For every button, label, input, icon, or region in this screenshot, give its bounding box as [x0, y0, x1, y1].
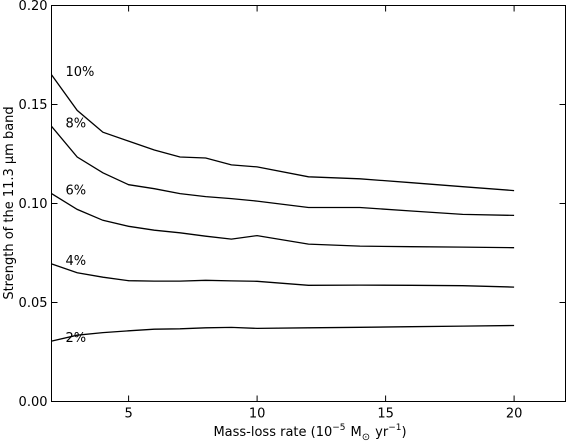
plot-background — [51, 5, 566, 402]
y-tick-label: 0.00 — [19, 395, 48, 410]
series-line-2pct — [51, 324, 515, 342]
series-lines — [50, 74, 515, 342]
y-tick-label: 0.20 — [19, 0, 48, 14]
x-tick-label: 15 — [377, 407, 394, 422]
y-tick-label: 0.10 — [19, 197, 48, 212]
y-tick-label: 0.15 — [19, 98, 48, 113]
x-tick-label: 20 — [506, 407, 523, 422]
series-line-10pct — [50, 74, 515, 192]
y-tick-label: 0.05 — [19, 296, 48, 311]
x-axis-ticks: 5 10 15 20 — [124, 5, 523, 422]
series-label: 6% — [66, 184, 87, 199]
x-tick-label: 5 — [124, 407, 132, 422]
series-label: 8% — [66, 116, 87, 131]
series-label: 2% — [66, 331, 87, 346]
x-axis-label: Mass-loss rate (10−5 M⊙ yr−1) — [213, 423, 406, 441]
series-line-6pct — [51, 193, 515, 249]
y-axis-ticks: 0.00 0.05 0.10 0.15 0.20 — [19, 0, 566, 410]
y-axis-label: Strength of the 11.3 μm band — [2, 106, 17, 299]
series-line-4pct — [51, 263, 515, 288]
series-label: 4% — [66, 254, 87, 269]
series-label: 10% — [66, 65, 95, 80]
series-labels: 10% 8% 6% 4% 2% — [66, 65, 95, 346]
series-line-8pct — [51, 125, 515, 217]
x-tick-label: 10 — [249, 407, 266, 422]
